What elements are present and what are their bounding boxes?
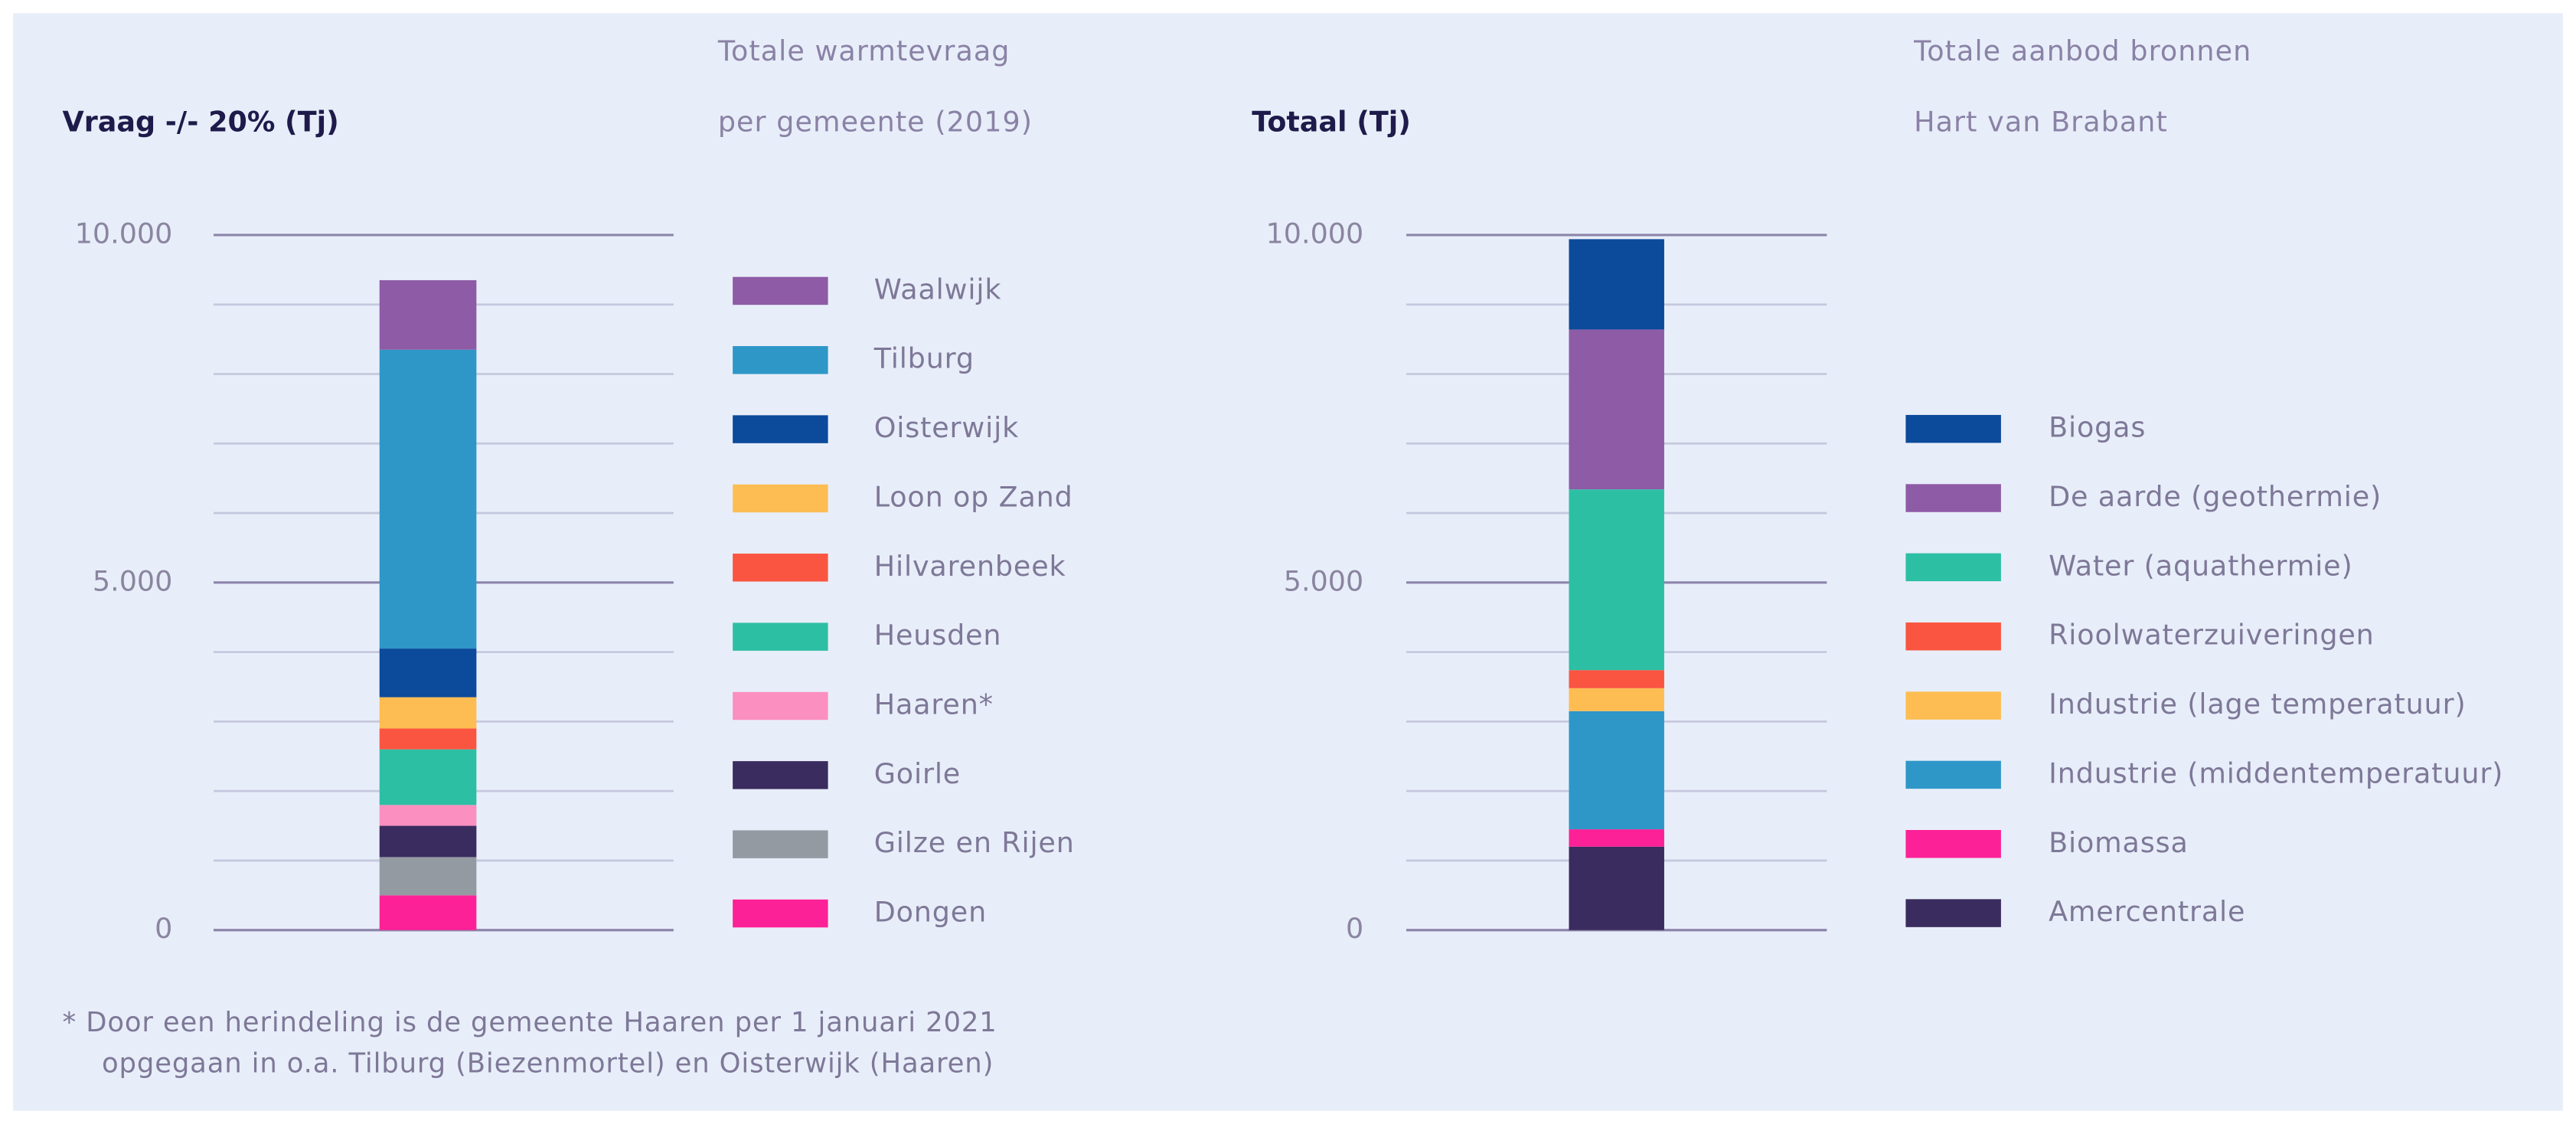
legend-label: Dongen — [874, 896, 987, 929]
legend-swatch — [1905, 691, 2001, 720]
y-tick-label: 0 — [155, 912, 172, 945]
legend-swatch — [733, 415, 828, 443]
legend-swatch — [1905, 414, 2001, 443]
legend-swatch — [1905, 622, 2001, 651]
legend-swatch — [733, 276, 828, 306]
legend-swatch — [733, 899, 828, 928]
bar-segment — [379, 649, 477, 698]
legend-swatch — [733, 761, 828, 789]
bar-segment — [1569, 239, 1664, 330]
legend-swatch — [1905, 830, 2001, 858]
bar-segment — [379, 825, 477, 858]
legend-swatch — [1905, 899, 2001, 927]
legend-label: Biomassa — [2049, 826, 2189, 859]
legend-label: Oisterwijk — [874, 411, 1019, 444]
legend-swatch — [1905, 760, 2001, 789]
footnote: opgegaan in o.a. Tilburg (Biezenmortel) … — [102, 1048, 994, 1080]
legend-label: Water (aquathermie) — [2049, 549, 2352, 582]
legend-label: Hilvarenbeek — [874, 550, 1066, 583]
chart-subtitle: Hart van Brabant — [1914, 106, 2168, 139]
bar-segment — [1569, 329, 1664, 490]
chart-subtitle: Totale warmtevraag — [717, 34, 1010, 67]
legend-label: Heusden — [874, 619, 1002, 652]
bar-segment — [379, 728, 477, 750]
legend-label: Tilburg — [873, 342, 975, 375]
bar-segment — [379, 749, 477, 805]
legend-swatch — [733, 484, 828, 513]
legend-swatch — [733, 830, 828, 858]
bar-segment — [1569, 670, 1664, 688]
chart-subtitle: per gemeente (2019) — [718, 106, 1033, 139]
bar-segment — [1569, 846, 1664, 930]
bar-segment — [379, 857, 477, 896]
y-tick-label: 5.000 — [1284, 564, 1363, 597]
legend-label: Gilze en Rijen — [874, 826, 1075, 859]
legend-swatch — [733, 691, 828, 720]
chart-title: Totaal (Tj) — [1252, 106, 1411, 139]
legend-label: Loon op Zand — [874, 480, 1073, 513]
bar-segment — [379, 895, 477, 930]
legend-label: Goirle — [874, 757, 961, 790]
legend-swatch — [1905, 484, 2001, 512]
bar-segment — [379, 805, 477, 826]
bar-segment — [1569, 688, 1664, 711]
legend-label: Haaren* — [874, 688, 994, 720]
y-tick-label: 10.000 — [75, 217, 173, 250]
legend-swatch — [1905, 553, 2001, 582]
legend-label: Biogas — [2049, 411, 2146, 444]
legend-label: De aarde (geothermie) — [2049, 480, 2382, 513]
chart-subtitle: Totale aanbod bronnen — [1913, 34, 2251, 67]
bar-segment — [379, 697, 477, 729]
legend-swatch — [733, 622, 828, 651]
legend-label: Amercentrale — [2049, 895, 2245, 928]
y-tick-label: 5.000 — [93, 564, 172, 597]
legend-label: Waalwijk — [874, 273, 1002, 306]
legend-label: Industrie (middentemperatuur) — [2049, 756, 2503, 789]
legend-swatch — [733, 346, 828, 374]
footnote: * Door een herindeling is de gemeente Ha… — [63, 1007, 997, 1038]
bar-segment — [1569, 711, 1664, 830]
chart-title: Vraag -/- 20% (Tj) — [63, 106, 339, 139]
bar-segment — [379, 279, 477, 350]
legend-label: Rioolwaterzuiveringen — [2049, 619, 2375, 652]
bar-segment — [379, 349, 477, 649]
bar-segment — [1569, 829, 1664, 847]
y-tick-label: 10.000 — [1266, 217, 1364, 250]
legend-label: Industrie (lage temperatuur) — [2049, 688, 2466, 720]
legend-swatch — [733, 554, 828, 582]
bar-segment — [1569, 489, 1664, 671]
y-tick-label: 0 — [1346, 912, 1363, 945]
